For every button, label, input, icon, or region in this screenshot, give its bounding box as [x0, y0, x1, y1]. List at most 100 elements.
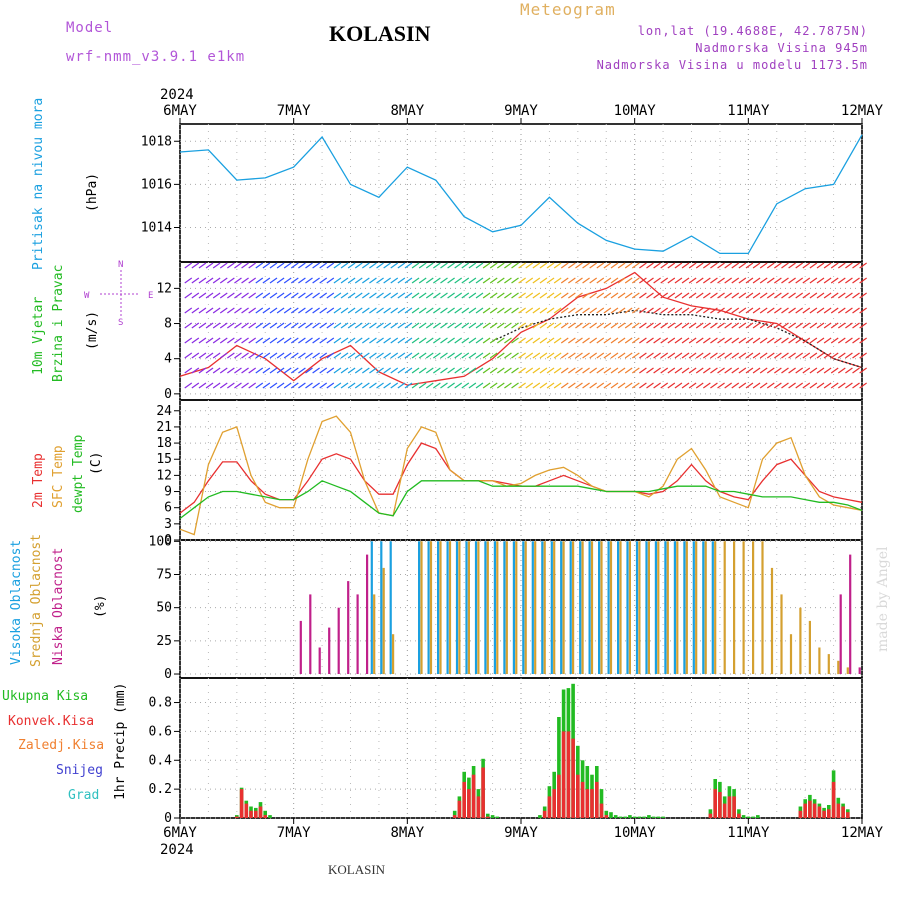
- wind-barb: [255, 352, 264, 359]
- wind-barb: [283, 352, 292, 359]
- footer-station: KOLASIN: [328, 862, 386, 877]
- wind-barb: [290, 322, 299, 329]
- station-title: KOLASIN: [329, 21, 431, 46]
- wind-barb: [759, 292, 768, 299]
- y-tick-label: 1014: [141, 221, 172, 236]
- temp-label-2m: 2m Temp: [31, 453, 46, 508]
- wind-barb: [489, 352, 498, 359]
- wind-barb: [859, 292, 867, 299]
- bar: [392, 634, 395, 674]
- time-tick-label-bottom: 7MAY: [277, 825, 311, 841]
- wind-barb: [433, 307, 441, 314]
- wind-barb: [241, 367, 249, 374]
- wind-barb: [305, 352, 313, 359]
- wind-barb: [184, 292, 193, 299]
- wind-barb: [802, 352, 811, 359]
- time-tick-label-top: 10MAY: [614, 103, 657, 119]
- wind-barb: [568, 292, 576, 299]
- wind-barb: [198, 367, 207, 374]
- wind-barb: [340, 277, 349, 284]
- wind-barb: [617, 352, 626, 359]
- wind-barb: [568, 307, 576, 314]
- wind-barb: [560, 307, 569, 314]
- wind-barb: [475, 352, 484, 359]
- wind-barb: [290, 337, 299, 344]
- wind-barb: [369, 367, 377, 374]
- wind-barb: [731, 307, 740, 314]
- bar: [512, 541, 515, 674]
- bar: [673, 541, 676, 674]
- wind-barb: [631, 337, 640, 344]
- wind-barb: [475, 382, 484, 389]
- wind-barb: [511, 277, 519, 284]
- wind-barb: [468, 307, 477, 314]
- bar: [366, 554, 369, 674]
- wind-barb: [631, 292, 640, 299]
- wind-barb: [788, 322, 796, 329]
- cloud-label-high: Visoka Oblacnost: [9, 540, 24, 665]
- wind-barb: [504, 262, 512, 269]
- wind-barb: [802, 262, 811, 269]
- wind-barb: [454, 322, 463, 329]
- wind-barb: [738, 292, 747, 299]
- wind-barb: [447, 322, 455, 329]
- wind-barb: [227, 337, 235, 344]
- bar: [692, 541, 695, 674]
- wind-barb: [681, 292, 690, 299]
- wind-barb: [837, 307, 846, 314]
- bar: [382, 567, 385, 675]
- wind-barb: [397, 262, 406, 269]
- model-label: Model: [66, 20, 114, 36]
- wind-barb: [290, 367, 299, 374]
- wind-barb: [255, 307, 264, 314]
- wind-barb: [411, 352, 420, 359]
- wind-barb: [759, 337, 768, 344]
- bar: [618, 816, 623, 818]
- wind-barb: [290, 307, 299, 314]
- wind-barb: [283, 382, 292, 389]
- wind-barb: [724, 352, 733, 359]
- wind-barb: [269, 352, 278, 359]
- wind-barb: [766, 262, 775, 269]
- wind-barb: [212, 382, 221, 389]
- wind-barb: [688, 322, 697, 329]
- wind-barb: [646, 382, 654, 389]
- wind-barb: [326, 292, 335, 299]
- wind-barb: [518, 277, 526, 284]
- bar: [484, 541, 487, 674]
- wind-barb: [589, 307, 598, 314]
- wind-barb: [468, 337, 477, 344]
- wind-barb: [859, 307, 867, 314]
- wind-barb: [219, 292, 228, 299]
- wind-barb: [603, 322, 612, 329]
- bar: [309, 594, 312, 674]
- wind-barb: [589, 292, 598, 299]
- y-tick-label: 24: [156, 404, 172, 419]
- bar: [553, 541, 556, 674]
- wind-barb: [617, 367, 626, 374]
- wind-barb: [859, 382, 867, 389]
- bar: [239, 789, 244, 818]
- wind-barb: [752, 382, 761, 389]
- wind-barb: [582, 382, 590, 389]
- wind-barb: [283, 262, 292, 269]
- cloud-unit: (%): [93, 595, 108, 618]
- wind-barb: [361, 382, 370, 389]
- wind-barb: [298, 307, 306, 314]
- wind-barb: [333, 337, 342, 344]
- wind-barb: [717, 337, 725, 344]
- bar: [550, 541, 553, 674]
- bar: [474, 541, 478, 674]
- wind-barb: [852, 382, 860, 389]
- wind-barb: [702, 352, 711, 359]
- wind-barb: [809, 322, 818, 329]
- wind-barb: [198, 292, 207, 299]
- wind-barb: [610, 307, 619, 314]
- axis-labels: 1014101610180481203691215182124025507510…: [141, 87, 884, 858]
- time-tick-label-top: 9MAY: [504, 103, 538, 119]
- wind-barb: [603, 292, 612, 299]
- bar: [429, 541, 433, 674]
- wind-barb: [234, 337, 242, 344]
- wind-barb: [688, 352, 697, 359]
